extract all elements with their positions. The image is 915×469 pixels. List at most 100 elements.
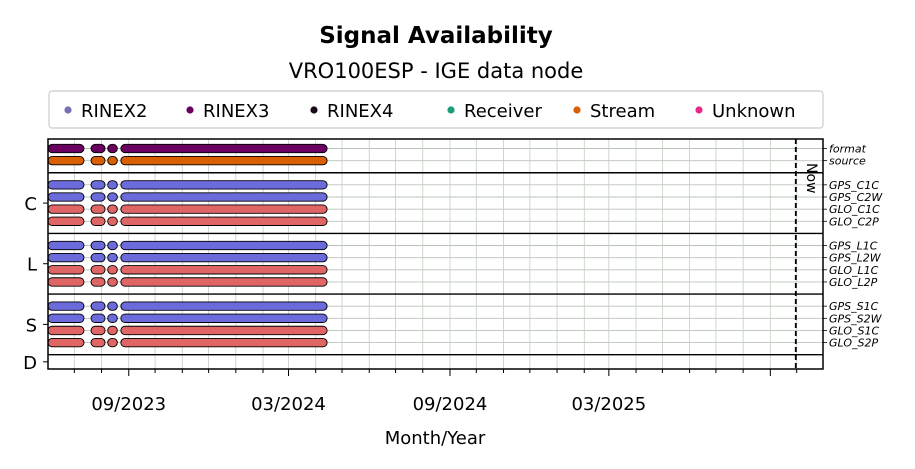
row-label: GLO_S2P bbox=[829, 337, 878, 350]
signal-bar bbox=[47, 143, 85, 154]
signal-bar bbox=[120, 192, 328, 202]
signal-bar bbox=[107, 252, 118, 263]
signal-bar bbox=[107, 277, 118, 287]
chart-subtitle: VRO100ESP - IGE data node bbox=[289, 59, 584, 83]
signal-bar bbox=[47, 301, 85, 311]
bars bbox=[47, 143, 328, 348]
signal-bar bbox=[120, 325, 328, 336]
signal-bar bbox=[107, 204, 118, 214]
row-label: GLO_S1C bbox=[829, 324, 879, 337]
signal-bar bbox=[90, 325, 106, 336]
signal-bar bbox=[107, 155, 118, 166]
signal-bar bbox=[47, 313, 85, 323]
legend-marker bbox=[447, 106, 455, 114]
signal-bar bbox=[120, 216, 328, 226]
x-axis-label: Month/Year bbox=[385, 428, 486, 449]
row-label: GPS_S1C bbox=[829, 300, 879, 313]
legend-label: Stream bbox=[590, 101, 655, 122]
signal-bar bbox=[90, 216, 106, 226]
signal-bar bbox=[120, 204, 328, 214]
legend-label: Unknown bbox=[712, 101, 796, 122]
signal-bar bbox=[90, 180, 106, 190]
group-label: D bbox=[23, 353, 37, 374]
legend-label: RINEX3 bbox=[203, 101, 269, 122]
signal-bar bbox=[47, 155, 85, 166]
signal-bar bbox=[107, 313, 118, 323]
signal-bar bbox=[120, 240, 328, 251]
signal-bar bbox=[90, 337, 106, 348]
legend-label: RINEX4 bbox=[327, 101, 393, 122]
legend-label: Receiver bbox=[464, 101, 542, 122]
signal-bar bbox=[120, 313, 328, 323]
signal-bar bbox=[90, 192, 106, 202]
signal-bar bbox=[90, 240, 106, 251]
chart-title: Signal Availability bbox=[319, 23, 553, 49]
signal-bar bbox=[120, 277, 328, 287]
group-label: C bbox=[24, 194, 37, 215]
signal-bar bbox=[47, 180, 85, 190]
x-tick-label: 03/2025 bbox=[571, 394, 646, 415]
signal-bar bbox=[107, 216, 118, 226]
signal-bar bbox=[47, 277, 85, 287]
row-label: GPS_C2W bbox=[829, 191, 883, 204]
x-tick-label: 09/2023 bbox=[91, 394, 166, 415]
row-label: format bbox=[829, 143, 867, 156]
signal-bar bbox=[120, 265, 328, 275]
now-label: Now bbox=[803, 163, 819, 194]
row-label: GPS_C1C bbox=[829, 179, 879, 192]
legend-marker bbox=[695, 106, 703, 114]
signal-bar bbox=[47, 216, 85, 226]
axes: Now 09/2023 03/2024 09/2024 03/2025 C L SD bbox=[23, 138, 824, 415]
signal-bar bbox=[120, 337, 328, 348]
signal-bar bbox=[47, 325, 85, 336]
signal-bar bbox=[47, 192, 85, 202]
legend-box bbox=[48, 90, 824, 129]
signal-bar bbox=[107, 143, 118, 154]
signal-bar bbox=[120, 252, 328, 263]
x-tick-label: 03/2024 bbox=[251, 394, 326, 415]
row-label: GPS_S2W bbox=[829, 312, 883, 325]
signal-bar bbox=[107, 325, 118, 336]
signal-bar bbox=[90, 265, 106, 275]
signal-bar bbox=[90, 277, 106, 287]
signal-bar bbox=[47, 252, 85, 263]
row-label: GLO_L1C bbox=[829, 264, 879, 277]
signal-bar bbox=[47, 204, 85, 214]
group-label: L bbox=[27, 255, 37, 276]
signal-bar bbox=[107, 337, 118, 348]
signal-bar bbox=[90, 204, 106, 214]
row-label: GLO_L2P bbox=[829, 276, 878, 289]
row-label: GLO_C1C bbox=[829, 203, 880, 216]
legend-marker bbox=[64, 106, 72, 114]
signal-bar bbox=[107, 265, 118, 275]
row-label: GLO_C2P bbox=[829, 215, 879, 228]
signal-bar bbox=[107, 192, 118, 202]
signal-bar bbox=[120, 301, 328, 311]
legend-marker bbox=[186, 106, 194, 114]
signal-bar bbox=[47, 240, 85, 251]
signal-bar bbox=[90, 301, 106, 311]
legend-label: RINEX2 bbox=[81, 101, 147, 122]
signal-bar bbox=[90, 143, 106, 154]
legend-marker bbox=[573, 106, 581, 114]
legend: RINEX2 RINEX3 RINEX4 Receiver Stream Unknown bbox=[48, 90, 824, 129]
row-label: GPS_L2W bbox=[829, 252, 882, 265]
signal-bar bbox=[107, 301, 118, 311]
signal-bar bbox=[47, 265, 85, 275]
signal-bar bbox=[120, 143, 328, 154]
legend-marker bbox=[310, 106, 318, 114]
signal-bar bbox=[120, 180, 328, 190]
group-label: S bbox=[26, 315, 37, 336]
signal-bar bbox=[120, 155, 328, 166]
signal-bar bbox=[47, 337, 85, 348]
signal-bar bbox=[90, 313, 106, 323]
signal-bar bbox=[90, 155, 106, 166]
plot-frame bbox=[47, 138, 824, 370]
signal-bar bbox=[90, 252, 106, 263]
signal-bar bbox=[107, 180, 118, 190]
signal-bar bbox=[107, 240, 118, 251]
x-tick-label: 09/2024 bbox=[413, 394, 488, 415]
